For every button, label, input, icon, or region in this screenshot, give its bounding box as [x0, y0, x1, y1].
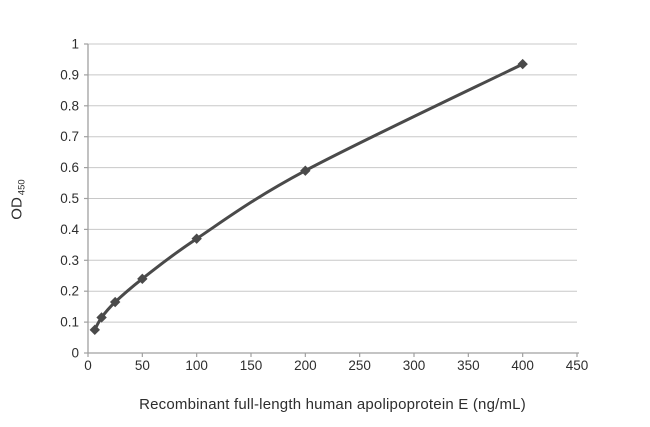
y-tick-label: 0.8	[60, 98, 79, 113]
x-tick-label: 350	[457, 358, 480, 373]
data-point-marker	[191, 233, 202, 244]
data-point-marker	[89, 324, 100, 336]
y-axis-title: OD450	[9, 120, 28, 280]
data-point-marker	[137, 273, 148, 285]
x-tick-label: 400	[511, 358, 534, 373]
y-tick-label: 0.4	[60, 222, 79, 237]
y-axis-title-main: OD	[8, 197, 26, 220]
data-point-marker	[96, 312, 107, 323]
y-tick-label: 1	[71, 37, 79, 52]
data-point-marker	[109, 296, 121, 308]
data-point-marker	[517, 58, 528, 70]
y-tick-label: 0	[71, 346, 79, 361]
y-tick-label: 0.1	[60, 315, 79, 330]
y-tick-label: 0.2	[60, 284, 79, 299]
x-axis-title: Recombinant full-length human apolipopro…	[139, 396, 526, 413]
y-tick-label: 0.9	[60, 67, 79, 82]
y-tick-label: 0.5	[60, 191, 79, 206]
x-tick-label: 250	[348, 358, 371, 373]
x-tick-label: 450	[566, 358, 589, 373]
y-tick-label: 0.7	[60, 129, 79, 144]
y-tick-label: 0.3	[60, 253, 79, 268]
x-tick-label: 50	[135, 358, 150, 373]
y-axis-title-subscript: 450	[16, 179, 28, 196]
x-tick-label: 200	[294, 358, 317, 373]
x-tick-label: 100	[185, 358, 208, 373]
y-tick-label: 0.6	[60, 160, 79, 175]
x-tick-label: 0	[84, 358, 92, 373]
x-tick-label: 300	[403, 358, 426, 373]
standard-curve-line	[93, 62, 525, 332]
data-point-marker	[300, 165, 311, 176]
x-tick-label: 150	[240, 358, 263, 373]
